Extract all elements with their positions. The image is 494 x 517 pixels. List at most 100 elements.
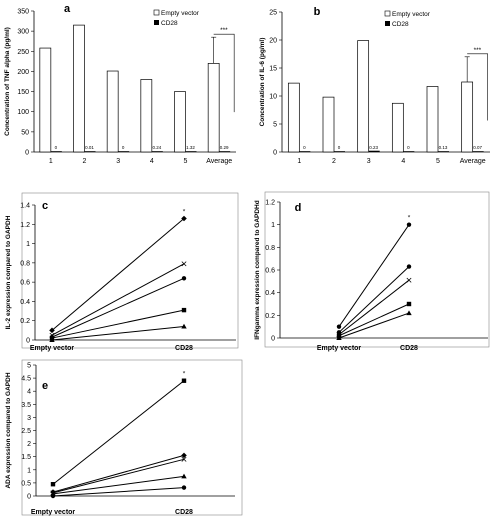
bar-cd28 — [50, 151, 62, 152]
y-tick-label: 0 — [27, 494, 31, 501]
y-tick-label: 4 — [27, 389, 31, 396]
significance-bracket — [467, 53, 488, 121]
y-axis-label: Concentration of IL-6 (pg/ml) — [259, 38, 266, 127]
data-point-diamond — [49, 327, 55, 334]
series-line — [52, 454, 185, 493]
bar-empty-vector — [73, 24, 85, 153]
y-tick-label: 150 — [17, 89, 29, 96]
x-tick-label: CD28 — [175, 345, 193, 352]
data-point-square — [181, 378, 187, 383]
y-tick-label: 0.8 — [265, 245, 275, 252]
y-tick-label: 1.4 — [20, 203, 30, 210]
data-point-triangle — [181, 323, 187, 329]
y-tick-label: 0 — [273, 150, 277, 157]
data-point-circle — [406, 264, 412, 269]
y-tick-label: 5 — [273, 122, 277, 129]
bar-cd28 — [84, 151, 96, 152]
bar-empty-vector — [174, 91, 186, 153]
x-tick-label: 3 — [367, 158, 371, 165]
bar-cd28 — [334, 151, 345, 152]
bar-empty-vector — [461, 81, 474, 153]
data-point-diamond — [181, 215, 187, 222]
panel-label: a — [64, 3, 71, 15]
significance-marker: * — [183, 209, 186, 216]
series-line — [52, 475, 185, 495]
y-tick-label: 0 — [271, 336, 275, 343]
y-tick-label: 1.2 — [265, 200, 275, 207]
x-tick-label: 3 — [116, 158, 120, 165]
y-tick-label: 0.5 — [21, 480, 31, 487]
bar-empty-vector — [39, 47, 52, 153]
x-tick-label: 2 — [83, 158, 87, 165]
data-point-diamond — [181, 452, 187, 459]
x-tick-label: 2 — [332, 158, 336, 165]
series-line — [338, 279, 410, 335]
series-line — [52, 380, 185, 485]
data-point-triangle — [406, 310, 412, 316]
legend-swatch-cd28 — [385, 21, 390, 26]
y-tick-label: 1.5 — [21, 454, 31, 461]
data-point-circle — [336, 324, 342, 329]
chart-frame — [264, 191, 490, 348]
x-tick-label: 5 — [436, 158, 440, 165]
data-point-circle — [406, 222, 412, 227]
bar-cd28 — [118, 151, 130, 152]
bar-value-label: 0.01 — [85, 145, 94, 150]
bar-value-label: 0.29 — [220, 145, 229, 150]
data-point-square — [50, 482, 56, 487]
y-tick-label: 3 — [27, 415, 31, 422]
bar-value-label: 0 — [407, 145, 410, 150]
y-tick-label: 4.5 — [21, 376, 31, 383]
series-line — [52, 458, 185, 494]
bar-value-label: 0 — [55, 145, 58, 150]
bar-cd28 — [185, 151, 197, 152]
bar-cd28 — [219, 151, 231, 152]
legend-swatch-empty-vector — [153, 9, 160, 16]
significance-bracket — [213, 33, 235, 113]
bar-cd28 — [403, 151, 415, 152]
bar-cd28 — [368, 150, 380, 152]
y-tick-label: 100 — [17, 109, 29, 116]
bar-cd28 — [438, 151, 449, 152]
y-tick-label: 0.8 — [20, 260, 30, 267]
y-tick-label: 2 — [27, 441, 31, 448]
data-point-square — [406, 301, 412, 307]
data-point-circle — [181, 276, 187, 281]
panel-label: c — [42, 200, 48, 212]
x-tick-label: Empty vector — [30, 345, 75, 352]
y-tick-label: 300 — [17, 29, 29, 36]
x-tick-label: Average — [460, 158, 486, 165]
series-line — [338, 303, 410, 337]
y-tick-label: 1 — [271, 222, 275, 229]
legend-label: Empty vector — [161, 10, 200, 17]
y-tick-label: 0 — [25, 150, 29, 157]
significance-marker: *** — [220, 27, 228, 34]
bar-value-label: 0.24 — [152, 145, 161, 150]
bar-empty-vector — [140, 79, 153, 153]
series-line — [338, 312, 410, 339]
y-tick-label: 25 — [269, 10, 277, 17]
bar-value-label: 0 — [122, 145, 125, 150]
series-line — [338, 224, 410, 327]
data-point-square — [181, 307, 187, 313]
x-tick-label: 4 — [150, 158, 154, 165]
x-tick-label: 1 — [297, 158, 301, 165]
bar-empty-vector — [357, 40, 370, 153]
y-axis-label: IL-2 expression compared to GAPDH — [5, 215, 12, 329]
y-tick-label: 1 — [27, 467, 31, 474]
y-tick-label: 3.5 — [21, 402, 31, 409]
x-tick-label: 5 — [184, 158, 188, 165]
data-point-x — [181, 456, 187, 462]
series-line — [51, 326, 185, 341]
legend-label: Empty vector — [392, 11, 431, 18]
data-point-triangle — [49, 337, 55, 342]
y-tick-label: 0.2 — [265, 313, 275, 320]
y-tick-label: 0.6 — [265, 268, 275, 275]
bar-empty-vector — [322, 96, 335, 153]
data-point-circle — [181, 485, 187, 490]
y-tick-label: 250 — [17, 49, 29, 56]
y-tick-label: 0.2 — [20, 318, 30, 325]
legend-label: CD28 — [392, 21, 409, 28]
panel-label: b — [314, 6, 321, 18]
